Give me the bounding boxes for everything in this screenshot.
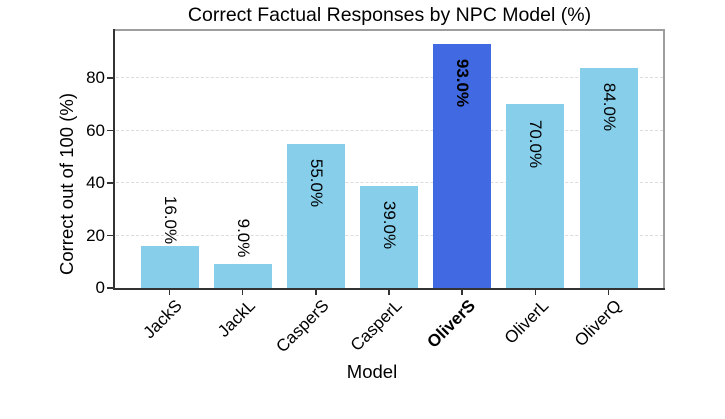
y-tick-label-60: 60 <box>86 120 105 140</box>
bar-oliverq <box>579 67 638 288</box>
y-tick-label-20: 20 <box>86 225 105 245</box>
x-tick-label-oliverl: OliverL <box>500 296 552 348</box>
y-tick-label-40: 40 <box>86 173 105 192</box>
plot-border-top <box>114 29 664 31</box>
y-tick-mark-20 <box>107 234 113 237</box>
x-tick-mark-caspers <box>315 290 317 295</box>
x-tick-mark-olivers <box>461 290 463 295</box>
y-tick-mark-80 <box>107 77 113 79</box>
bar-value-label-casperl: 39.0% <box>380 200 399 250</box>
x-tick-label-casperl: CasperL <box>346 296 406 355</box>
y-tick-mark-40 <box>107 182 113 184</box>
bar-caspers <box>286 143 345 288</box>
bar-jackl <box>213 264 272 288</box>
y-tick-label-0: 0 <box>95 278 105 297</box>
x-tick-label-caspers: CasperS <box>272 296 333 357</box>
y-tick-mark-60 <box>107 129 113 132</box>
bar-casperl <box>360 185 418 288</box>
gridline-60 <box>116 129 663 131</box>
plot-border-right <box>663 29 665 290</box>
bar-value-label-oliverq: 84.0% <box>599 82 619 131</box>
x-tick-mark-oliverl <box>534 290 537 295</box>
bar-value-label-olivers: 93.0% <box>453 59 473 108</box>
gridline-40 <box>116 182 663 184</box>
chart-title: Correct Factual Responses by NPC Model (… <box>187 4 592 26</box>
x-tick-label-jackl: JackL <box>214 296 260 341</box>
bar-value-label-caspers: 55.0% <box>306 158 326 208</box>
bar-value-label-jackl: 9.0% <box>233 218 253 258</box>
x-tick-label-jacks: JackS <box>139 296 186 343</box>
bar-value-label-jacks: 16.0% <box>160 195 180 244</box>
bar-oliverl <box>506 104 565 288</box>
x-tick-mark-jackl <box>241 290 244 295</box>
y-axis-line <box>113 29 115 290</box>
x-tick-label-olivers: OliverS <box>423 296 479 352</box>
y-tick-label-80: 80 <box>86 68 105 88</box>
y-tick-mark-0 <box>107 287 113 289</box>
x-tick-mark-jacks <box>168 290 171 295</box>
x-axis-line <box>113 288 665 290</box>
bar-value-label-oliverl: 70.0% <box>526 119 546 168</box>
bar-jacks <box>140 246 199 288</box>
gridline-80 <box>116 77 663 79</box>
x-tick-label-oliverq: OliverQ <box>570 296 625 351</box>
x-tick-mark-oliverq <box>607 290 610 295</box>
x-tick-mark-casperl <box>388 290 390 295</box>
x-axis-label: Model <box>346 361 398 382</box>
bar-olivers <box>433 43 492 288</box>
